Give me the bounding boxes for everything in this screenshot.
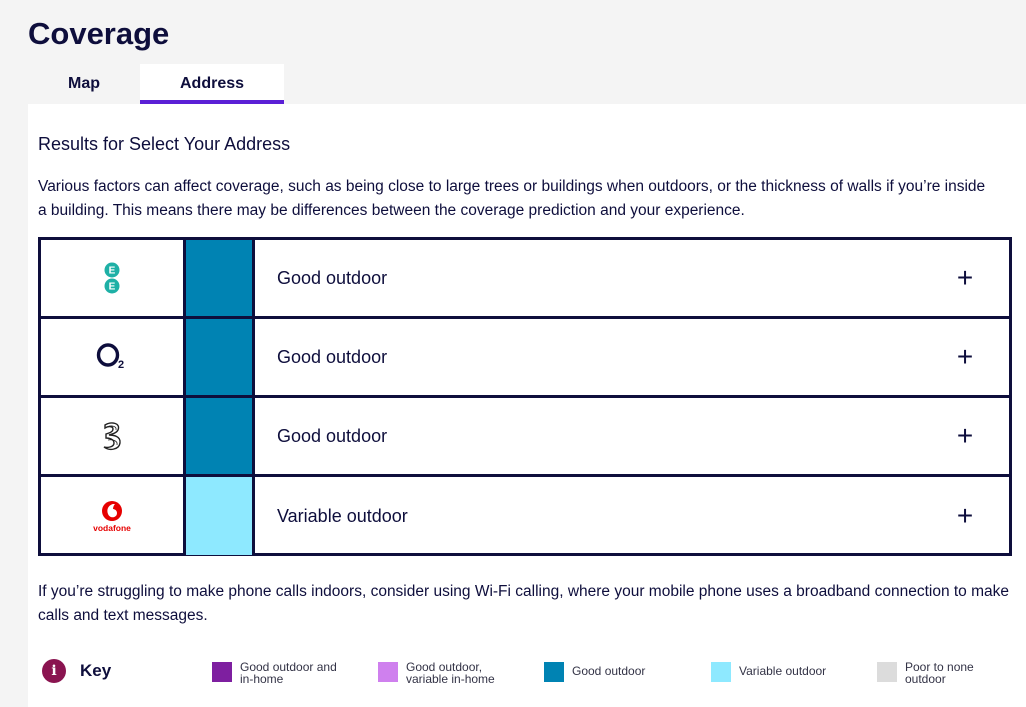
expand-icon[interactable]: + [956, 262, 974, 293]
expand-icon[interactable]: + [956, 341, 974, 372]
coverage-status: Good outdoor [277, 346, 388, 367]
results-panel: Results for Select Your Address Various … [28, 104, 1026, 707]
legend-swatch [544, 662, 564, 682]
legend-label: Good outdoor and in-home [240, 660, 337, 686]
logo-cell: E E [41, 240, 186, 316]
wifi-calling-note: If you’re struggling to make phone calls… [38, 583, 1010, 624]
legend-item: Good outdoor and in-home [212, 661, 350, 685]
legend-swatch [711, 662, 731, 682]
expand-icon[interactable]: + [956, 500, 974, 531]
logo-cell: 2 [41, 319, 186, 395]
svg-text:E: E [109, 282, 116, 293]
ee-logo-icon: E E [104, 262, 120, 294]
coverage-status: Good outdoor [277, 425, 388, 446]
legend-label: Variable outdoor [739, 664, 827, 678]
operator-row-three[interactable]: Good outdoor + [41, 398, 1009, 477]
legend-item: Variable outdoor [711, 661, 849, 682]
page-title: Coverage [28, 16, 170, 51]
three-logo-icon [103, 422, 121, 451]
legend-swatch [378, 662, 398, 682]
o2-logo-icon: 2 [96, 343, 124, 371]
legend-item: Poor to none outdoor [877, 661, 985, 685]
operator-row-ee[interactable]: E E Good outdoor + [41, 240, 1009, 319]
coverage-tabs: Map Address [28, 64, 284, 104]
coverage-status: Good outdoor [277, 267, 388, 288]
coverage-swatch [186, 240, 255, 316]
coverage-swatch [186, 398, 255, 474]
legend-swatch [212, 662, 232, 682]
results-title: Results for Select Your Address [38, 134, 291, 154]
expand-icon[interactable]: + [956, 420, 974, 451]
logo-cell [41, 398, 186, 474]
legend-label: Poor to none outdoor [905, 660, 974, 686]
svg-text:2: 2 [118, 359, 124, 371]
legend-swatch [877, 662, 897, 682]
coverage-status: Variable outdoor [277, 505, 408, 526]
legend-item: Good outdoor [544, 661, 682, 682]
operator-row-vodafone[interactable]: vodafone Variable outdoor + [41, 477, 1009, 555]
key-label: Key [80, 661, 112, 680]
coverage-swatch [186, 319, 255, 395]
legend-item: Good outdoor, variable in-home [378, 661, 516, 685]
legend-label: Good outdoor [572, 664, 646, 678]
info-icon[interactable]: i [42, 659, 66, 683]
vodafone-logo-icon: vodafone [93, 501, 131, 533]
tab-address[interactable]: Address [140, 64, 284, 104]
operator-coverage-table: E E Good outdoor + 2 Good outdoor + [38, 237, 1012, 556]
intro-text: Various factors can affect coverage, suc… [38, 178, 986, 219]
coverage-swatch [186, 477, 255, 555]
legend-label: Good outdoor, variable in-home [406, 660, 495, 686]
tab-map[interactable]: Map [68, 75, 100, 92]
svg-text:E: E [109, 266, 116, 277]
operator-row-o2[interactable]: 2 Good outdoor + [41, 319, 1009, 398]
svg-text:vodafone: vodafone [93, 523, 131, 533]
key-header: i Key [42, 659, 111, 683]
logo-cell: vodafone [41, 477, 186, 555]
